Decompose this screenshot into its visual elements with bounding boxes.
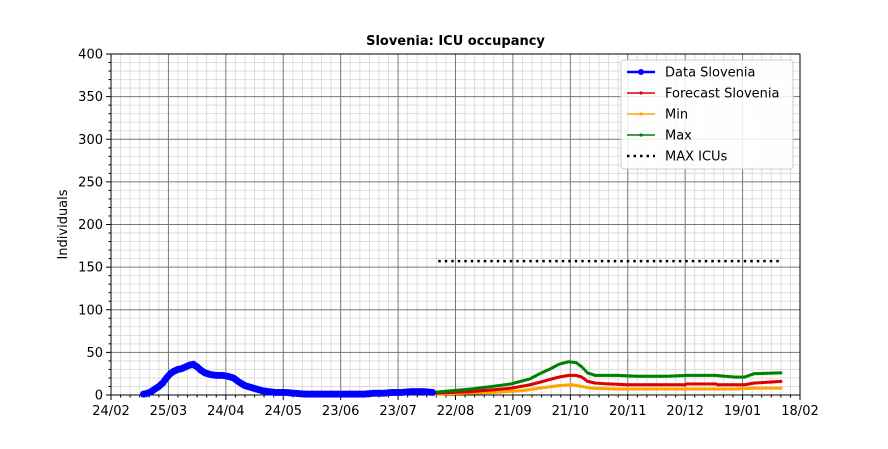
x-tick-label: 20/12: [666, 404, 703, 419]
legend-item-data-slovenia: Data Slovenia: [627, 66, 756, 81]
series-min: [430, 383, 783, 396]
x-tick-label: 24/02: [92, 404, 129, 419]
legend-marker-max: [639, 133, 643, 137]
legend-label-max: Max: [665, 129, 692, 144]
y-tick-label: 150: [78, 261, 103, 276]
series-forecast-slovenia: [430, 373, 783, 395]
legend-item-min: Min: [627, 108, 688, 123]
legend-label-data-slovenia: Data Slovenia: [665, 66, 756, 81]
data-point-max: [580, 365, 584, 369]
legend-marker-forecast-slovenia: [639, 91, 643, 95]
x-tick-label: 21/10: [552, 404, 589, 419]
x-tick-label: 22/08: [437, 404, 474, 419]
data-point-min: [779, 386, 783, 390]
x-tick-label: 24/04: [207, 404, 244, 419]
data-point-max: [584, 369, 588, 373]
chart-title: Slovenia: ICU occupancy: [366, 34, 545, 49]
x-tick-label: 23/07: [379, 404, 416, 419]
series-data-slovenia: [140, 360, 437, 398]
legend: Data Slovenia Forecast Slovenia Min Max MAX …: [620, 59, 794, 170]
legend-item-forecast-slovenia: Forecast Slovenia: [627, 87, 779, 102]
x-tick-label: 24/05: [265, 404, 302, 419]
y-tick-label: 300: [78, 133, 103, 148]
x-tick-label: 20/11: [609, 404, 646, 419]
x-tick-label: 25/03: [150, 404, 187, 419]
legend-label-max-icus: MAX ICUs: [665, 150, 728, 165]
legend-label-min: Min: [665, 108, 688, 123]
data-point-forecast-slovenia: [779, 379, 783, 383]
x-tick-label: 19/01: [724, 404, 761, 419]
legend-item-max: Max: [627, 129, 692, 144]
data-point-max: [582, 367, 586, 371]
y-tick-label: 200: [78, 218, 103, 233]
y-tick-label: 100: [78, 303, 103, 318]
legend-marker-data-slovenia: [638, 69, 644, 75]
data-point-max: [779, 371, 783, 375]
x-tick-label: 23/06: [322, 404, 359, 419]
data-point-data-slovenia: [429, 388, 437, 396]
x-tick-label: 21/09: [494, 404, 531, 419]
y-tick-label: 50: [86, 346, 103, 361]
y-tick-label: 0: [95, 389, 103, 404]
legend-label-forecast-slovenia: Forecast Slovenia: [665, 87, 779, 102]
axis-ticks: 24/02 25/03 24/04 24/05 23/06 23/07 22/08 21/09…: [78, 48, 819, 420]
legend-item-max-icus: MAX ICUs: [627, 150, 728, 165]
y-axis-label: Individuals: [56, 189, 71, 259]
series-max: [430, 360, 783, 395]
x-tick-label: 18/02: [781, 404, 818, 419]
legend-marker-min: [639, 112, 643, 116]
series-layer: [140, 259, 783, 398]
legend-box: [620, 59, 794, 170]
y-tick-label: 350: [78, 90, 103, 105]
y-tick-label: 250: [78, 175, 103, 190]
y-tick-label: 400: [78, 48, 103, 63]
